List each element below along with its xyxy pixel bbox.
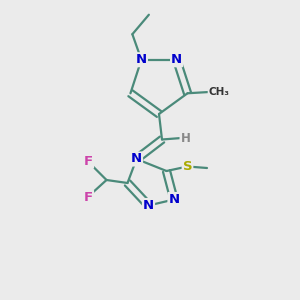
Text: N: N xyxy=(168,193,180,206)
Text: F: F xyxy=(84,154,93,168)
Text: N: N xyxy=(143,199,154,212)
Text: N: N xyxy=(171,53,182,66)
Text: N: N xyxy=(131,152,142,166)
Text: N: N xyxy=(136,53,147,66)
Text: CH₃: CH₃ xyxy=(208,87,230,97)
Text: F: F xyxy=(84,191,93,204)
Text: H: H xyxy=(181,131,190,145)
Text: S: S xyxy=(183,160,192,173)
